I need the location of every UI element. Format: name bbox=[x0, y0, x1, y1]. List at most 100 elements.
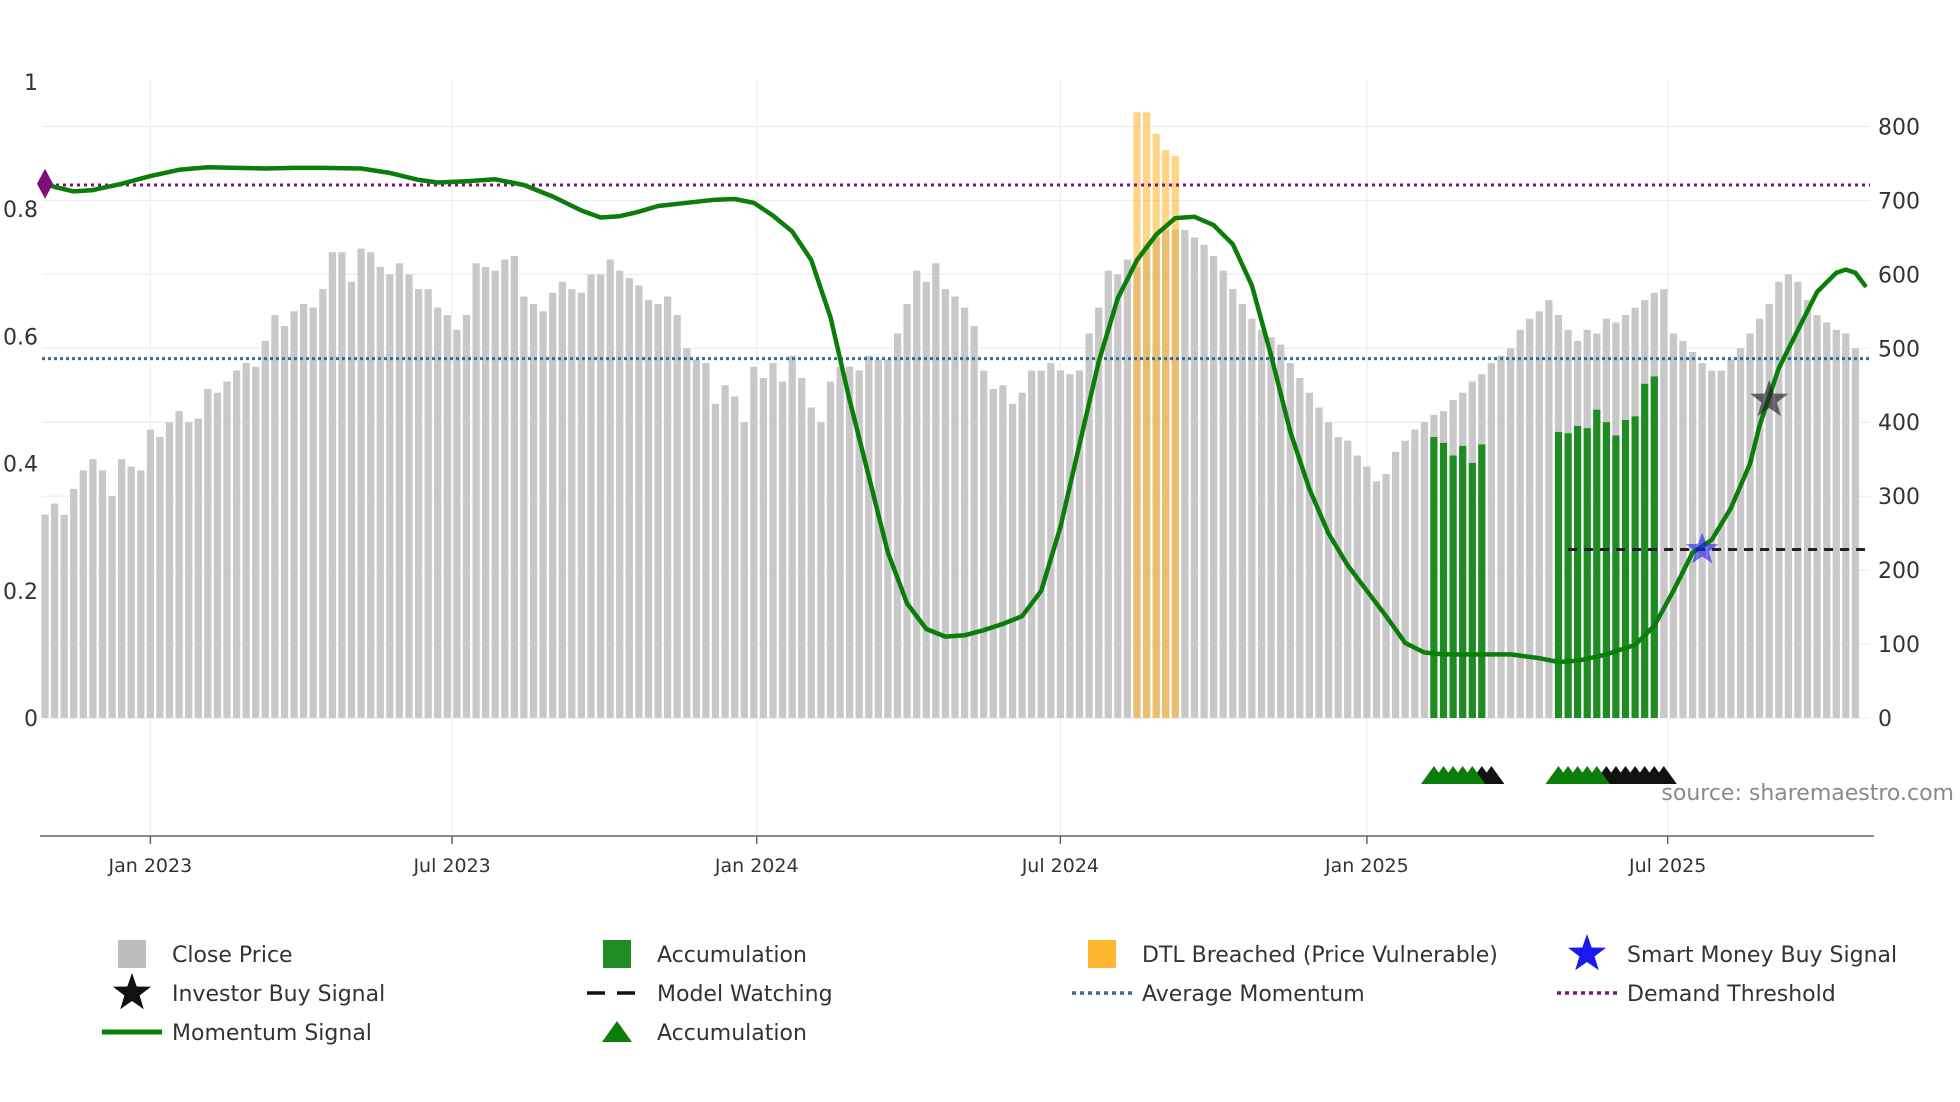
accumulation-bar bbox=[1650, 376, 1658, 718]
close-price-bar bbox=[1008, 403, 1017, 718]
close-price-bar bbox=[1832, 329, 1840, 718]
close-price-bar bbox=[395, 263, 403, 718]
close-price-bar bbox=[1018, 392, 1026, 718]
close-price-bar bbox=[1401, 440, 1409, 718]
close-price-bar bbox=[1229, 289, 1237, 718]
close-price-bar bbox=[1775, 281, 1783, 718]
reference-lines bbox=[42, 183, 1870, 361]
close-price-bar bbox=[1372, 481, 1381, 718]
close-price-bar bbox=[462, 315, 471, 718]
close-price-bar bbox=[1047, 363, 1055, 718]
close-price-bar bbox=[1823, 322, 1831, 718]
right-axis-tick-label: 400 bbox=[1878, 411, 1920, 436]
legend-label: Average Momentum bbox=[1142, 982, 1365, 1007]
legend-label: Accumulation bbox=[657, 943, 807, 968]
accumulation-bar bbox=[1612, 435, 1620, 718]
close-price-bar bbox=[1248, 318, 1256, 718]
close-price-bar bbox=[520, 296, 528, 718]
left-axis-tick-label: 0.2 bbox=[3, 580, 38, 605]
dtl-breached-bar bbox=[1152, 133, 1160, 718]
source-label: source: sharemaestro.com bbox=[1661, 781, 1954, 806]
close-price-bar bbox=[1267, 337, 1275, 718]
close-price-bar bbox=[98, 470, 107, 718]
close-price-bar bbox=[558, 281, 566, 718]
legend-square-icon bbox=[118, 940, 146, 968]
accumulation-bar bbox=[1430, 437, 1438, 718]
close-price-bar bbox=[711, 403, 720, 718]
close-price-bar bbox=[1660, 289, 1668, 718]
close-price-bar bbox=[970, 326, 978, 718]
close-price-bar bbox=[779, 381, 787, 718]
x-axis-tick-label: Jul 2024 bbox=[1021, 855, 1099, 877]
close-price-bar bbox=[271, 315, 279, 718]
legend-label: Accumulation bbox=[657, 1021, 807, 1046]
close-price-bar bbox=[367, 252, 375, 718]
legend-item: Demand Threshold bbox=[1557, 982, 1836, 1007]
left-axis-tick-label: 0.4 bbox=[3, 453, 38, 478]
investor-buy-signal-marker bbox=[1750, 380, 1789, 417]
close-price-bar bbox=[1095, 307, 1103, 718]
close-price-bar bbox=[855, 370, 863, 718]
close-price-bar bbox=[1210, 255, 1218, 718]
close-price-bar bbox=[884, 359, 892, 718]
close-price-bar bbox=[1803, 300, 1812, 718]
close-price-bar bbox=[328, 252, 336, 718]
close-price-bar bbox=[989, 389, 997, 718]
close-price-bar bbox=[1813, 315, 1821, 718]
close-price-bar bbox=[1075, 370, 1084, 718]
close-price-bar bbox=[491, 270, 499, 718]
close-price-bar bbox=[999, 385, 1007, 718]
close-price-bar bbox=[51, 503, 59, 718]
close-price-bar bbox=[932, 263, 940, 718]
close-price-bar bbox=[1765, 303, 1773, 718]
accumulation-bar bbox=[1631, 416, 1639, 718]
momentum-signal bbox=[37, 164, 1868, 665]
close-price-bar bbox=[635, 285, 643, 718]
close-price-bar bbox=[261, 340, 269, 718]
x-axis-tick-label: Jan 2025 bbox=[1324, 855, 1409, 877]
axes: 0 0.2 0.4 0.6 0.8 1 0 100 200 300 400 500 600 700 800 J… bbox=[3, 71, 1920, 877]
close-price-bar bbox=[1507, 348, 1515, 718]
close-price-bar bbox=[309, 307, 317, 718]
legend: Close Price Accumulation DTL Breached (Pri… bbox=[102, 934, 1897, 1046]
close-price-bar bbox=[242, 363, 250, 718]
legend-item: Close Price bbox=[118, 940, 293, 968]
close-price-bar bbox=[1219, 270, 1227, 718]
close-price-bar bbox=[443, 315, 451, 718]
accumulation-bar bbox=[1439, 442, 1448, 718]
close-price-bar bbox=[903, 303, 911, 718]
close-price-bar bbox=[951, 296, 959, 718]
legend-square-icon bbox=[1088, 940, 1116, 968]
close-price-bar bbox=[1794, 281, 1802, 718]
close-price-bar bbox=[127, 466, 135, 718]
legend-item: Smart Money Buy Signal bbox=[1568, 934, 1897, 971]
close-price-bar bbox=[1487, 363, 1495, 718]
close-price-bar bbox=[616, 270, 624, 718]
close-price-bar bbox=[118, 459, 126, 718]
accumulation-bar bbox=[1583, 428, 1591, 718]
close-price-bar bbox=[539, 311, 547, 718]
close-price-bar bbox=[1238, 303, 1246, 718]
close-price-bar bbox=[1689, 352, 1697, 718]
left-axis-tick-label: 1 bbox=[24, 71, 38, 96]
close-price-bar bbox=[549, 292, 557, 718]
price-bars bbox=[41, 112, 1859, 719]
close-price-bar bbox=[1497, 355, 1505, 718]
close-price-bar bbox=[1717, 370, 1725, 718]
close-price-bar bbox=[836, 366, 844, 718]
right-axis-tick-label: 300 bbox=[1878, 485, 1920, 510]
close-price-bar bbox=[319, 289, 327, 718]
close-price-bar bbox=[1181, 230, 1189, 718]
close-price-bar bbox=[472, 263, 480, 718]
close-price-bar bbox=[664, 296, 672, 718]
accumulation-bar bbox=[1554, 431, 1563, 718]
close-price-bar bbox=[453, 329, 461, 718]
x-axis-tick-label: Jul 2025 bbox=[1628, 855, 1706, 877]
accumulation-triangle bbox=[1583, 766, 1610, 784]
legend-label: DTL Breached (Price Vulnerable) bbox=[1142, 943, 1498, 968]
close-price-bar bbox=[721, 385, 729, 718]
close-price-bar bbox=[1736, 348, 1745, 718]
left-axis-tick-label: 0.8 bbox=[3, 198, 38, 223]
smart-money-buy-signal-marker bbox=[1686, 532, 1719, 564]
